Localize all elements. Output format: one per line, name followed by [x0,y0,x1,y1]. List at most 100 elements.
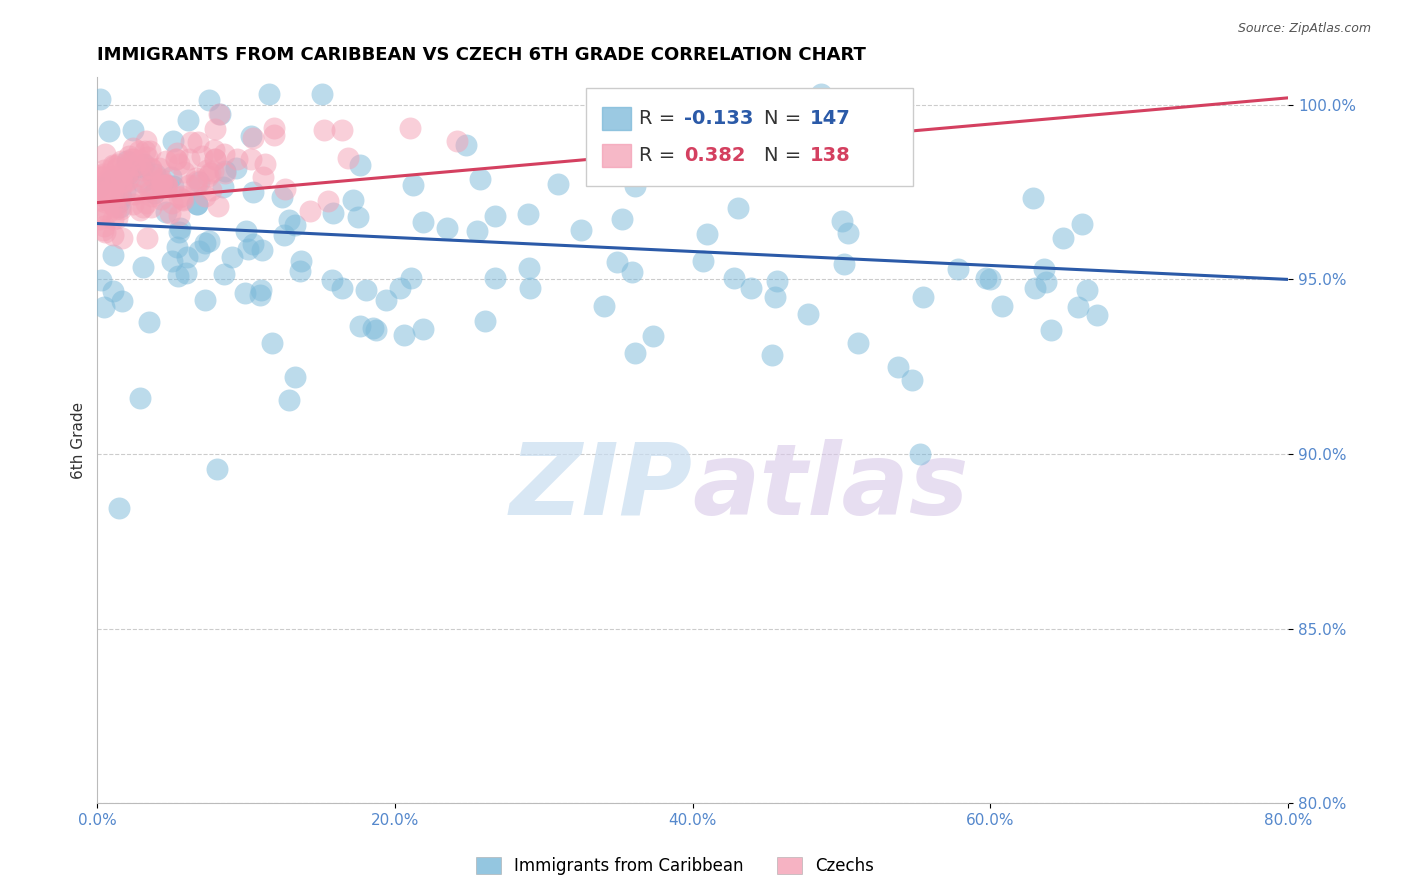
Point [761,348,783,362]
Point [110,202,132,217]
Point [134,157,156,171]
Point [111,174,134,188]
Point [797,307,820,321]
Point [162,253,184,268]
Point [111,230,134,244]
Point [834,257,856,271]
Point [974,270,997,285]
Text: ZIP: ZIP [510,439,693,536]
Point [155,153,177,168]
Point [105,202,128,217]
Point [94,225,117,239]
Point [804,123,827,137]
Point [263,128,285,143]
Point [354,283,377,297]
Point [273,228,295,243]
Point [155,205,177,219]
Point [1039,323,1062,337]
Point [349,319,371,334]
Point [252,170,274,185]
Point [101,158,124,172]
Point [179,153,201,167]
Point [571,223,593,237]
Point [214,166,236,180]
Point [87,211,110,226]
Point [517,260,540,275]
Point [131,160,153,174]
Point [101,187,124,202]
Point [361,321,384,335]
Point [1022,192,1045,206]
Point [260,336,283,351]
Point [187,175,209,189]
Point [115,154,138,169]
Point [284,370,307,384]
Point [89,185,111,199]
Point [1035,275,1057,289]
Point [202,143,225,157]
Point [225,152,247,166]
Point [94,195,117,210]
Point [162,178,184,193]
Point [156,178,179,193]
Point [208,106,231,120]
Point [235,224,257,238]
Point [93,169,115,183]
Point [831,214,853,228]
Point [110,175,132,189]
Point [128,158,150,172]
Text: 0.382: 0.382 [685,145,747,165]
Point [263,120,285,135]
Point [191,149,214,163]
Point [901,373,924,387]
Point [142,186,165,200]
Point [148,161,170,176]
Point [100,173,122,187]
Point [298,204,321,219]
Point [167,268,190,283]
Point [250,283,273,297]
Point [186,174,208,188]
Point [284,218,307,232]
Point [149,192,172,206]
Point [110,169,132,183]
Point [250,243,273,257]
Point [103,211,125,226]
Point [90,273,112,287]
Point [134,144,156,158]
Point [810,87,832,102]
Point [156,179,179,194]
Point [122,123,145,137]
Point [766,274,789,288]
Point [176,266,198,280]
Point [186,197,208,211]
Point [519,281,541,295]
Point [97,171,120,186]
Point [131,163,153,178]
Point [103,248,125,262]
Point [153,178,176,193]
Point [101,182,124,196]
FancyBboxPatch shape [602,144,631,167]
Point [194,189,217,203]
Point [89,169,111,184]
Point [342,193,364,207]
Point [165,153,187,167]
Point [166,240,188,254]
Point [104,200,127,214]
Point [517,207,540,221]
Point [98,194,121,208]
Point [727,201,749,215]
Point [98,124,121,138]
Point [131,175,153,189]
Point [412,322,434,336]
Point [121,187,143,202]
Point [142,169,165,184]
Point [93,219,115,234]
Point [278,392,301,407]
Point [167,225,190,239]
Point [167,208,190,222]
Point [136,150,159,164]
Point [388,280,411,294]
Point [103,159,125,173]
